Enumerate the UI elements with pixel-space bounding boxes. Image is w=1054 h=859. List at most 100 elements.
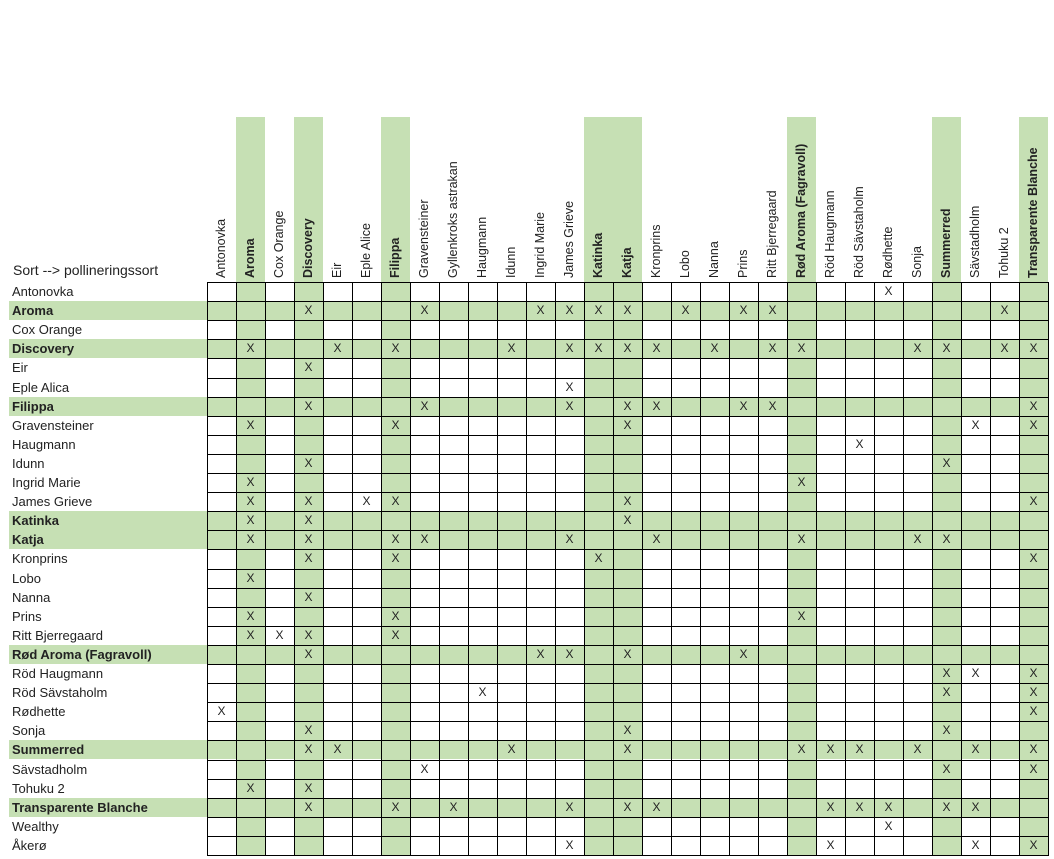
pollination-mark: X	[623, 341, 632, 356]
row-label: Tohuku 2	[12, 780, 65, 796]
row-label: Rødhette	[12, 704, 66, 720]
pollination-mark: X	[1029, 685, 1038, 700]
column-header: Cox Orange	[272, 210, 286, 278]
pollination-mark: X	[565, 341, 574, 356]
pollination-mark: X	[1029, 742, 1038, 757]
pollination-mark: X	[391, 341, 400, 356]
grid-line	[207, 606, 1049, 608]
row-label: Eir	[12, 360, 28, 376]
grid-line	[207, 664, 1049, 665]
pollination-mark: X	[304, 532, 313, 547]
pollination-mark: X	[275, 627, 284, 642]
row-highlight	[9, 396, 1048, 416]
pollination-mark: X	[768, 303, 777, 318]
grid-line	[207, 587, 1049, 589]
row-label: Katja	[12, 532, 44, 548]
pollination-mark: X	[246, 341, 255, 356]
row-label: Gravensteiner	[12, 417, 94, 433]
pollination-mark: X	[797, 475, 806, 489]
grid-line	[207, 377, 1049, 379]
row-label: Wealthy	[12, 818, 59, 834]
pollination-mark: X	[942, 761, 951, 776]
column-highlight	[787, 117, 816, 855]
pollination-mark: X	[391, 627, 400, 642]
pollination-mark: X	[942, 723, 951, 738]
column-header: Discovery	[298, 218, 318, 278]
grid-line	[207, 339, 1049, 341]
row-label: Eple Alica	[12, 379, 70, 395]
column-header: Rød Aroma (Fagravoll)	[791, 144, 811, 278]
grid-line	[207, 778, 1049, 780]
pollination-mark: X	[1000, 303, 1009, 318]
pollination-mark: X	[739, 398, 748, 413]
pollination-mark: X	[246, 494, 255, 509]
pollination-mark: X	[246, 417, 255, 432]
column-header: Tohuku 2	[997, 227, 1011, 278]
row-label: Ritt Bjerregaard	[12, 627, 104, 643]
pollination-mark: X	[246, 475, 255, 489]
pollination-mark: X	[507, 341, 516, 356]
column-highlight	[294, 117, 323, 855]
pollination-mark: X	[971, 837, 980, 852]
pollination-mark: X	[855, 436, 864, 451]
pollination-mark: X	[797, 341, 806, 356]
pollination-mark: X	[739, 646, 748, 661]
pollination-mark: X	[1029, 761, 1038, 776]
grid-line	[207, 415, 1049, 417]
pollination-mark: X	[246, 780, 255, 795]
pollination-mark: X	[623, 398, 632, 413]
pollination-mark: X	[420, 761, 429, 776]
column-highlight	[381, 117, 410, 855]
column-header: Rødhette	[881, 226, 895, 278]
pollination-mark: X	[1029, 398, 1038, 413]
pollination-mark: X	[246, 513, 255, 528]
pollination-mark: X	[884, 818, 893, 833]
row-label: Filippa	[12, 398, 54, 414]
pollination-mark: X	[391, 799, 400, 814]
grid-line	[207, 396, 1049, 398]
pollination-mark: X	[565, 799, 574, 814]
row-label: Katinka	[12, 513, 59, 529]
row-label: Röd Haugmann	[12, 666, 104, 681]
grid-line	[207, 320, 1049, 322]
pollination-mark: X	[884, 284, 893, 298]
pollination-mark: X	[304, 589, 313, 604]
pollination-mark: X	[913, 742, 922, 757]
pollination-mark: X	[304, 551, 313, 566]
column-header: Antonovka	[214, 218, 228, 278]
pollination-mark: X	[797, 532, 806, 547]
pollination-mark: X	[391, 417, 400, 432]
corner-label: Sort --> pollineringssort	[13, 262, 159, 278]
row-highlight	[9, 644, 1048, 664]
pollination-mark: X	[391, 532, 400, 547]
pollination-mark: X	[942, 532, 951, 547]
pollination-mark: X	[391, 494, 400, 509]
pollination-mark: X	[478, 685, 487, 700]
pollination-mark: X	[449, 799, 458, 814]
pollination-mark: X	[565, 837, 574, 852]
column-header: Katja	[620, 247, 634, 278]
pollination-mark: X	[391, 608, 400, 623]
pollination-mark: X	[623, 723, 632, 738]
column-header: Röd Haugmann	[823, 190, 837, 278]
row-label: Nanna	[12, 589, 51, 605]
pollination-mark: X	[884, 799, 893, 814]
pollination-mark: X	[536, 646, 545, 661]
pollination-mark: X	[826, 799, 835, 814]
row-label: Idunn	[12, 455, 45, 471]
row-highlight	[9, 530, 1048, 550]
column-header: Sävstadholm	[968, 205, 982, 278]
pollination-mark: X	[623, 513, 632, 528]
pollination-mark: X	[942, 666, 951, 680]
grid-line	[207, 759, 1049, 761]
pollination-mark: X	[623, 494, 632, 509]
row-label: Åkerø	[12, 837, 47, 853]
pollination-mark: X	[304, 742, 313, 757]
pollination-mark: X	[304, 780, 313, 795]
row-label: Ingrid Marie	[12, 475, 81, 490]
pollination-mark: X	[623, 417, 632, 432]
pollination-mark: X	[507, 742, 516, 757]
pollination-mark: X	[246, 608, 255, 623]
pollination-mark: X	[971, 742, 980, 757]
grid-line	[207, 549, 1049, 551]
